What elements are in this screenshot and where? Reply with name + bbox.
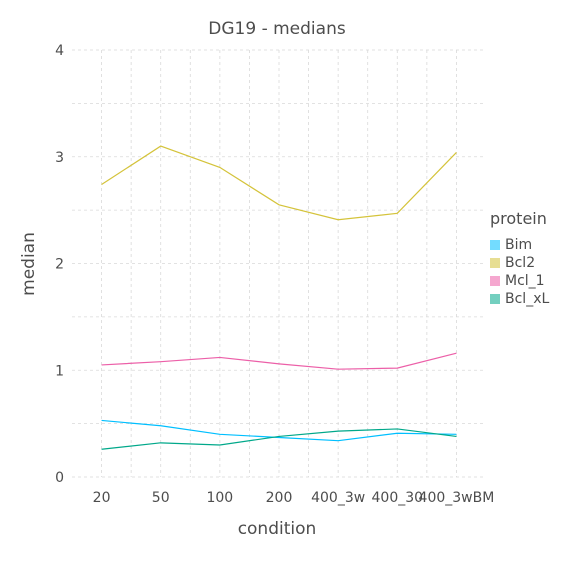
y-axis-title: median: [19, 232, 39, 296]
y-tick-label: 1: [55, 363, 64, 379]
legend-title: protein: [490, 209, 547, 228]
legend-label: Bcl_xL: [505, 291, 549, 307]
y-tick-label: 4: [55, 43, 64, 59]
chart-title: DG19 - medians: [208, 19, 346, 39]
y-axis-ticks: 0 1 2 3 4: [55, 43, 64, 486]
y-tick-label: 0: [55, 470, 64, 486]
x-tick-label: 400_3wBM: [419, 490, 495, 506]
legend-label: Mcl_1: [505, 273, 545, 289]
series-line-bcl2: [101, 145, 457, 221]
x-tick-label: 100: [206, 490, 233, 506]
series-line-mcl_1: [101, 352, 457, 370]
legend: protein Bim Bcl2 Mcl_1 Bcl_xL: [490, 209, 549, 307]
legend-key-mcl_1: [490, 276, 500, 286]
legend-key-bim: [490, 240, 500, 250]
x-tick-label: 50: [152, 490, 170, 506]
legend-label: Bim: [505, 237, 532, 253]
x-axis-title: condition: [238, 519, 317, 539]
series-line-bim: [101, 419, 457, 442]
legend-key-bcl_xl: [490, 294, 500, 304]
y-tick-label: 3: [55, 150, 64, 166]
x-tick-label: 400_30: [372, 490, 424, 506]
legend-key-bcl2: [490, 258, 500, 268]
x-tick-label: 400_3w: [311, 490, 365, 506]
series-line-bcl_xl: [101, 428, 457, 450]
legend-label: Bcl2: [505, 255, 535, 271]
series-lines: [101, 145, 457, 450]
y-tick-label: 2: [55, 257, 64, 273]
x-tick-label: 200: [266, 490, 293, 506]
x-tick-label: 20: [93, 490, 111, 506]
grid: [72, 49, 486, 478]
